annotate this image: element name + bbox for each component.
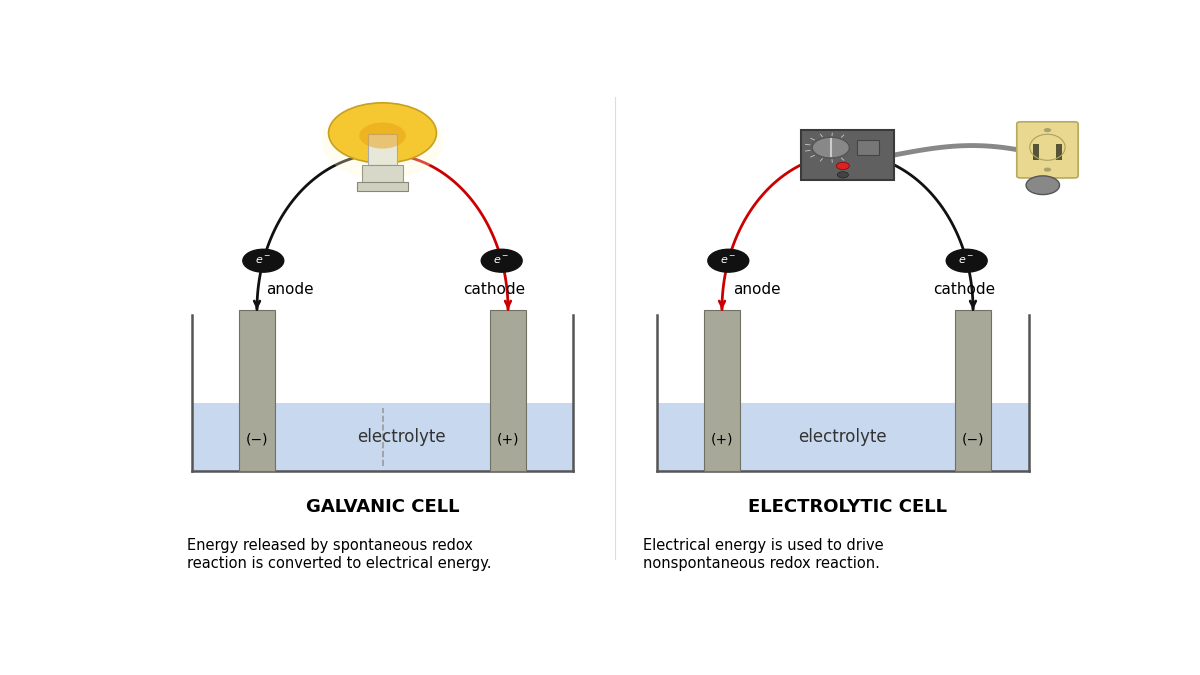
- Circle shape: [329, 103, 437, 163]
- Text: (−): (−): [962, 433, 984, 447]
- Text: $e^-$: $e^-$: [720, 254, 737, 266]
- Text: $e^-$: $e^-$: [493, 254, 510, 266]
- Circle shape: [1026, 176, 1060, 194]
- Text: ELECTROLYTIC CELL: ELECTROLYTIC CELL: [748, 498, 947, 516]
- Circle shape: [1044, 128, 1051, 132]
- Bar: [955, 310, 991, 471]
- Bar: [192, 403, 574, 471]
- Bar: [362, 165, 403, 185]
- Text: anode: anode: [733, 281, 781, 297]
- Bar: [704, 310, 739, 471]
- FancyBboxPatch shape: [802, 130, 894, 180]
- Bar: [1032, 144, 1039, 160]
- Text: (+): (+): [710, 433, 733, 447]
- Circle shape: [359, 123, 406, 148]
- Text: Electrical energy is used to drive
nonspontaneous redox reaction.: Electrical energy is used to drive nonsp…: [643, 539, 883, 571]
- Circle shape: [708, 249, 749, 272]
- Circle shape: [1044, 167, 1051, 171]
- Text: (+): (+): [497, 433, 520, 447]
- Text: electrolyte: electrolyte: [356, 428, 445, 446]
- Bar: [656, 403, 1028, 471]
- Bar: [356, 182, 408, 191]
- Text: anode: anode: [265, 281, 313, 297]
- Bar: [367, 134, 397, 165]
- Text: GALVANIC CELL: GALVANIC CELL: [306, 498, 460, 516]
- Text: electrolyte: electrolyte: [798, 428, 887, 446]
- FancyBboxPatch shape: [1016, 122, 1078, 178]
- Text: Energy released by spontaneous redox
reaction is converted to electrical energy.: Energy released by spontaneous redox rea…: [187, 539, 492, 571]
- Bar: [1056, 144, 1062, 160]
- Text: cathode: cathode: [932, 281, 995, 297]
- Text: $e^-$: $e^-$: [959, 254, 974, 266]
- Circle shape: [481, 249, 522, 272]
- Circle shape: [947, 249, 988, 272]
- Circle shape: [836, 162, 850, 169]
- Circle shape: [242, 249, 283, 272]
- Bar: [857, 140, 880, 155]
- Ellipse shape: [322, 102, 443, 180]
- Text: cathode: cathode: [463, 281, 526, 297]
- Text: $e^-$: $e^-$: [256, 254, 271, 266]
- Text: (−): (−): [246, 433, 269, 447]
- Bar: [239, 310, 275, 471]
- Circle shape: [838, 171, 848, 178]
- Bar: [491, 310, 526, 471]
- Circle shape: [812, 137, 850, 158]
